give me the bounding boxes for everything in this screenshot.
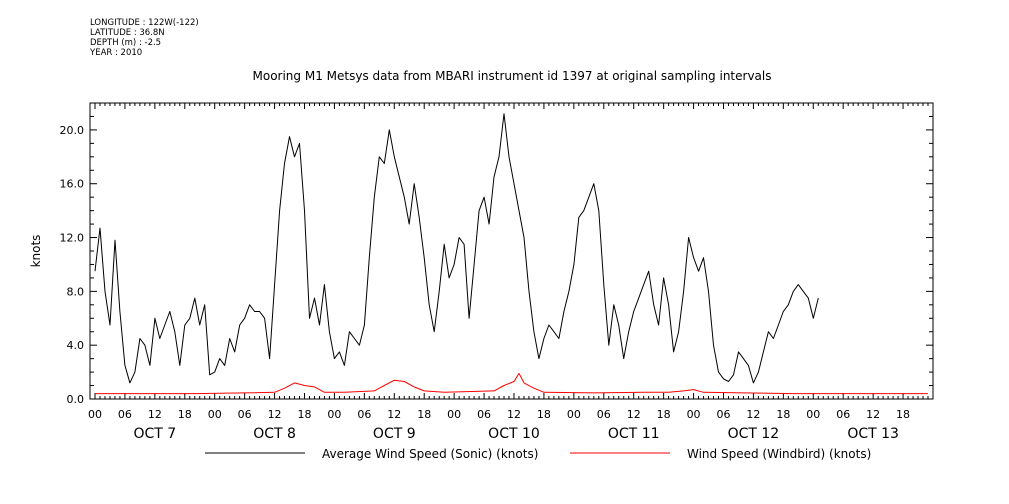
x-hour-label: 18 <box>297 408 311 421</box>
chart-title: Mooring M1 Metsys data from MBARI instru… <box>253 69 772 83</box>
x-day-label: OCT 7 <box>133 426 176 442</box>
x-hour-label: 00 <box>327 408 341 421</box>
x-hour-label: 06 <box>836 408 850 421</box>
y-tick-label: 20.0 <box>60 124 85 137</box>
x-day-label: OCT 9 <box>373 426 416 442</box>
x-hour-label: 18 <box>178 408 192 421</box>
y-axis-label: knots <box>29 235 43 268</box>
x-day-label: OCT 12 <box>728 426 780 442</box>
x-hour-label: 18 <box>417 408 431 421</box>
x-hour-label: 00 <box>806 408 820 421</box>
depth-label: DEPTH (m) : -2.5 <box>90 38 162 48</box>
x-hour-label: 12 <box>627 408 641 421</box>
x-hour-label: 06 <box>357 408 371 421</box>
x-hour-label: 06 <box>597 408 611 421</box>
x-hour-label: 12 <box>746 408 760 421</box>
x-hour-label: 00 <box>88 408 102 421</box>
x-hour-label: 00 <box>567 408 581 421</box>
x-hour-label: 06 <box>477 408 491 421</box>
x-hour-label: 00 <box>208 408 222 421</box>
x-hour-label: 12 <box>387 408 401 421</box>
series-line-2 <box>95 372 928 395</box>
y-tick-label: 4.0 <box>67 339 85 352</box>
y-tick-label: 0.0 <box>67 393 85 406</box>
latitude-label: LATITUDE : 36.8N <box>90 28 165 38</box>
y-tick-label: 12.0 <box>60 232 85 245</box>
series-line-1 <box>94 113 819 384</box>
longitude-label: LONGITUDE : 122W(-122) <box>90 18 199 28</box>
x-hour-label: 18 <box>896 408 910 421</box>
axis-ticks <box>90 102 933 400</box>
x-hour-label: 06 <box>716 408 730 421</box>
x-hour-label: 06 <box>118 408 132 421</box>
y-tick-label: 8.0 <box>67 285 85 298</box>
y-tick-label: 16.0 <box>60 178 85 191</box>
x-hour-label: 06 <box>238 408 252 421</box>
station-metadata: LONGITUDE : 122W(-122) LATITUDE : 36.8N … <box>90 18 199 58</box>
tick-labels: 0.0 4.0 8.0 12.0 16.0 20.0 00 06 12 18 00 06 12 18 00 0… <box>60 124 911 442</box>
year-label: YEAR : 2010 <box>90 48 143 58</box>
x-day-label: OCT 10 <box>488 426 540 442</box>
x-hour-label: 18 <box>657 408 671 421</box>
legend-label-2: Wind Speed (Windbird) (knots) <box>687 447 871 461</box>
x-hour-label: 00 <box>447 408 461 421</box>
x-hour-label: 12 <box>148 408 162 421</box>
x-hour-label: 12 <box>507 408 521 421</box>
x-hour-label: 12 <box>268 408 282 421</box>
x-day-label: OCT 11 <box>608 426 660 442</box>
series-layer <box>94 113 928 395</box>
x-day-label: OCT 8 <box>253 426 296 442</box>
x-hour-label: 18 <box>537 408 551 421</box>
x-day-label: OCT 13 <box>847 426 899 442</box>
x-hour-label: 12 <box>866 408 880 421</box>
legend-label-1: Average Wind Speed (Sonic) (knots) <box>322 447 538 461</box>
x-hour-label: 00 <box>687 408 701 421</box>
x-hour-label: 18 <box>776 408 790 421</box>
legend: Average Wind Speed (Sonic) (knots) Wind S… <box>205 447 871 461</box>
plot-frame <box>89 102 934 400</box>
